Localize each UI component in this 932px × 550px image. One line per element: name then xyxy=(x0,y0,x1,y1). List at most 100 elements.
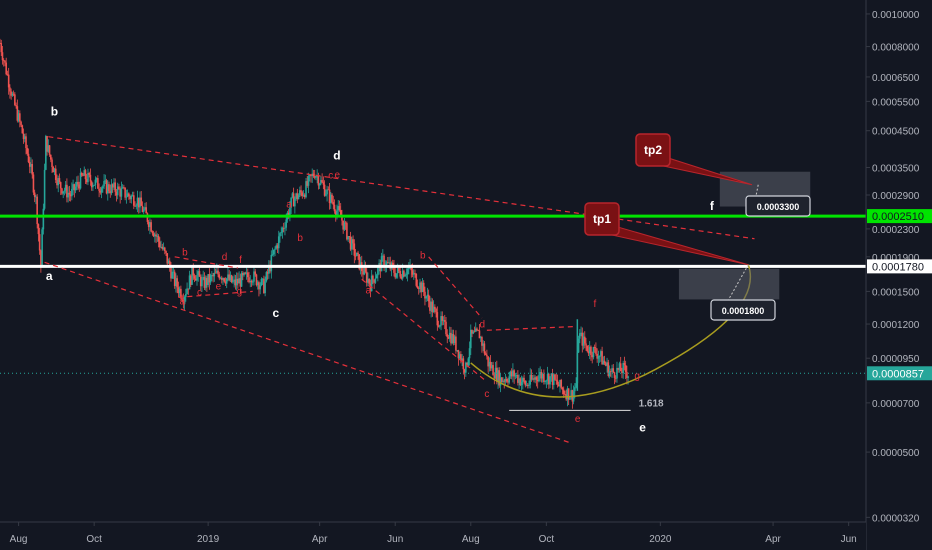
candle-body xyxy=(233,279,235,281)
candle-body xyxy=(0,42,1,44)
candle-body xyxy=(275,245,278,249)
candle-body xyxy=(52,167,55,173)
candle-body xyxy=(118,186,120,190)
candle-body xyxy=(123,187,125,189)
candle-body xyxy=(151,231,154,234)
candle-body xyxy=(134,205,136,207)
candle-body xyxy=(216,270,218,273)
candle-body xyxy=(496,367,498,382)
candle-body xyxy=(473,331,476,333)
candle-body xyxy=(327,189,330,191)
candle-body xyxy=(219,277,222,279)
candle-body xyxy=(57,178,60,186)
candle-body xyxy=(357,252,359,255)
time-tick-label: Apr xyxy=(312,534,328,545)
candle-body xyxy=(228,274,230,281)
candle-body xyxy=(417,287,420,289)
candle-body xyxy=(321,180,323,183)
candle-body xyxy=(461,358,463,362)
candle-body xyxy=(559,379,561,387)
candle-body xyxy=(408,267,410,270)
candle-body xyxy=(203,277,206,288)
candle-body xyxy=(87,173,89,183)
candle-body xyxy=(279,233,281,237)
candle-body xyxy=(551,373,554,385)
candle-body xyxy=(505,379,508,382)
candle-body xyxy=(455,336,457,351)
candle-body xyxy=(48,145,51,155)
candle-body xyxy=(598,355,601,357)
candle-body xyxy=(467,358,470,366)
candle-body xyxy=(336,210,338,216)
candle-body xyxy=(618,363,621,370)
tp1-callout[interactable]: tp1 xyxy=(584,202,749,266)
candle-body xyxy=(207,274,209,286)
candle-body xyxy=(12,93,15,95)
candle-body xyxy=(617,367,620,370)
candle-body xyxy=(301,192,304,196)
candle-body xyxy=(28,162,31,167)
candle-body xyxy=(217,270,219,275)
candle-body xyxy=(272,249,275,255)
candle-body xyxy=(53,168,56,173)
price-axis[interactable] xyxy=(865,0,932,550)
time-tick-label: 2019 xyxy=(197,534,220,545)
candle-body xyxy=(349,236,352,250)
candle-body xyxy=(582,336,585,346)
candle-body xyxy=(486,354,488,357)
price-badge: 0.0001780 xyxy=(872,261,924,273)
wave-label-red-b: b xyxy=(182,247,188,258)
candle-body xyxy=(385,262,388,267)
candle-body xyxy=(396,267,399,274)
candle-body xyxy=(346,223,348,240)
candle-body xyxy=(6,74,9,76)
candle-body xyxy=(429,301,431,311)
candle-body xyxy=(269,265,271,272)
candle-body xyxy=(296,193,299,200)
candle-body xyxy=(483,343,486,354)
price-tick-label: 0.0008000 xyxy=(872,43,920,54)
candle-body xyxy=(320,180,322,184)
candle-body xyxy=(479,337,482,339)
candle-body xyxy=(406,269,409,275)
price-label-0003300-leader xyxy=(751,184,759,217)
wave-label-f: f xyxy=(710,199,715,213)
candle-body xyxy=(447,337,450,339)
candle-body xyxy=(85,179,88,183)
candle-body xyxy=(295,193,297,199)
candle-body xyxy=(47,145,50,152)
candle-body xyxy=(19,113,21,122)
candle-body xyxy=(208,274,211,283)
candle-body xyxy=(593,347,596,349)
candle-body xyxy=(494,367,497,379)
candle-body xyxy=(577,338,580,353)
candle-body xyxy=(507,381,509,383)
time-axis[interactable]: Aug Oct 2019 Apr Jun Aug Oct 2020 Apr Jun xyxy=(0,521,866,550)
candle-body xyxy=(115,191,118,196)
candle-body xyxy=(175,278,177,286)
tp2-callout[interactable]: tp2 xyxy=(635,133,753,186)
candle-body xyxy=(430,301,432,311)
candle-body xyxy=(554,374,556,380)
candle-body xyxy=(302,194,305,196)
candle-body xyxy=(471,329,473,334)
candle-body xyxy=(82,175,84,177)
candle-body xyxy=(198,271,201,277)
candle-body xyxy=(468,348,471,359)
candle-body xyxy=(310,174,312,177)
candle-body xyxy=(581,332,584,346)
candle-body xyxy=(90,181,93,188)
candle-body xyxy=(234,279,237,286)
price-tick-label: 0.0001900 xyxy=(872,253,920,264)
wave-label-red-f: f xyxy=(239,255,242,266)
candle-body xyxy=(377,267,379,276)
candle-body xyxy=(509,371,512,377)
candle-body xyxy=(510,371,513,377)
wave-label-red-c: c xyxy=(328,170,333,181)
candle-body xyxy=(484,353,487,355)
candle-body xyxy=(398,267,400,271)
candle-body xyxy=(500,377,503,383)
candle-body xyxy=(10,91,12,96)
